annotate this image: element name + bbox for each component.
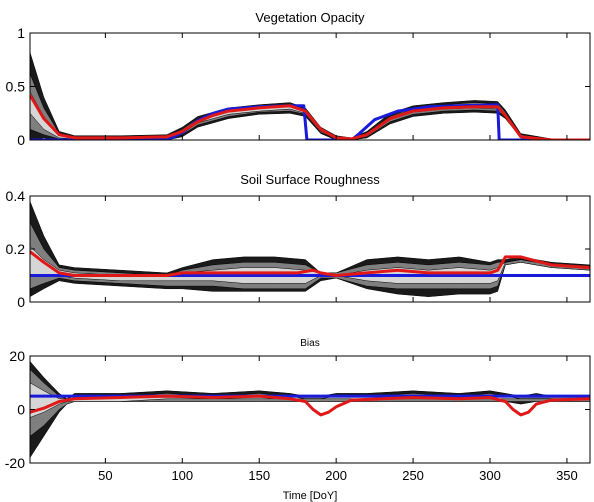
bias-xtick-label: 200 [325, 468, 347, 483]
vegetation-opacity-ytick-label: 0 [17, 132, 25, 148]
x-axis-label: Time [DoY] [283, 490, 338, 502]
bias-xtick-label: 350 [556, 468, 578, 483]
bias-band-outer [30, 361, 590, 459]
bias-ytick-label: -20 [5, 455, 25, 471]
vegetation-opacity-ytick-label: 1 [17, 25, 25, 41]
bias-ytick-label: 0 [17, 402, 25, 418]
bias-xtick-label: 100 [171, 468, 193, 483]
panel-title-bias: Bias [300, 338, 319, 349]
bias-plot-area [30, 361, 590, 459]
vegetation-opacity-axes-box [29, 32, 591, 141]
vegetation-opacity-band-outer [30, 52, 590, 140]
bias-xtick-label: 300 [479, 468, 501, 483]
vegetation-opacity-line-estimate [30, 94, 590, 140]
panel-title-soil-surface-roughness: Soil Surface Roughness [240, 172, 380, 187]
soil-roughness-line-estimate [30, 250, 590, 277]
vegetation-opacity-plot-area [30, 52, 590, 140]
bias-xtick-label: 50 [98, 468, 112, 483]
soil-roughness-ytick-label: 0.4 [6, 188, 26, 204]
soil-roughness-ytick-label: 0.2 [6, 241, 26, 257]
vegetation-opacity-band-mid [30, 73, 590, 140]
bias-ytick-label: 20 [9, 348, 25, 364]
bias-line-estimate [30, 394, 590, 417]
panel-title-vegetation-opacity: Vegetation Opacity [255, 10, 365, 25]
soil-roughness-plot-area [30, 201, 590, 297]
bias-axes-box [29, 355, 591, 464]
soil-roughness-ytick-label: 0 [17, 294, 25, 310]
bias-xtick-label: 150 [248, 468, 270, 483]
vegetation-opacity-line-truth [30, 103, 590, 140]
bias-xtick-label: 250 [402, 468, 424, 483]
vegetation-opacity-ytick-label: 0.5 [6, 79, 26, 95]
